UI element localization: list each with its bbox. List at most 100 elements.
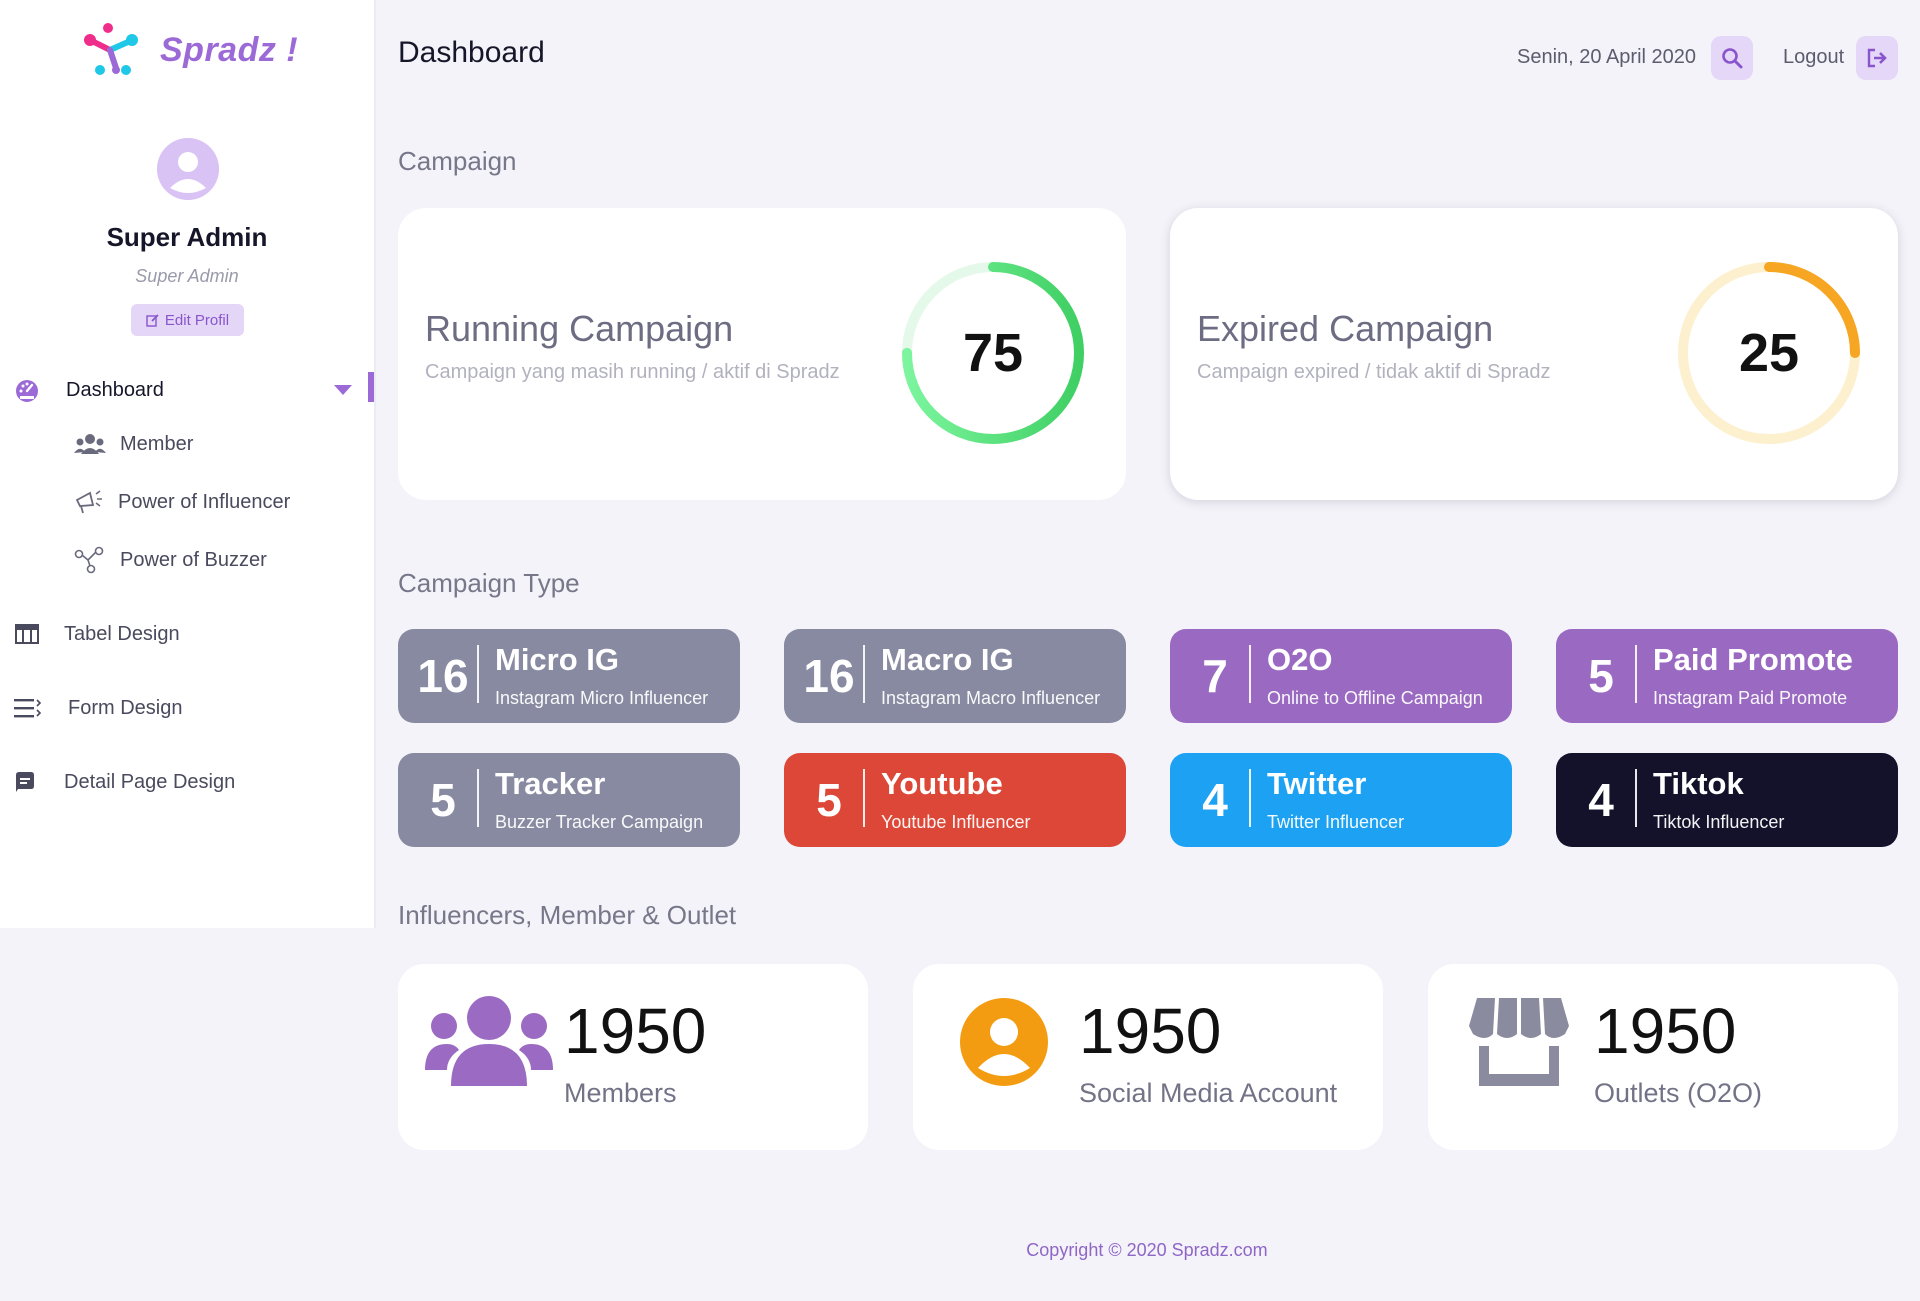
user-icon (157, 138, 219, 200)
campaign-type-description: Instagram Paid Promote (1653, 688, 1848, 708)
sidebar-item-dashboard[interactable]: Dashboard (0, 370, 374, 410)
campaign-type-name: Twitter (1267, 766, 1367, 801)
edit-profile-label: Edit Profil (164, 311, 230, 329)
campaign-type-description: Instagram Micro Influencer (495, 688, 709, 708)
campaign-type-count: 4 (1202, 774, 1228, 826)
expired-campaign-title: Expired Campaign (1197, 308, 1494, 349)
avatar[interactable] (157, 138, 219, 200)
table-icon (14, 623, 40, 645)
user-circle-icon (939, 992, 1069, 1092)
campaign-type-count: 16 (417, 650, 469, 702)
divider (477, 645, 479, 703)
campaign-type-tile[interactable]: 7 O2O Online to Offline Campaign (1170, 629, 1512, 723)
app-name: Spradz ! (160, 30, 299, 69)
current-date: Senin, 20 April 2020 (1517, 46, 1697, 68)
sidebar-item-label: Dashboard (66, 378, 164, 401)
logout-link[interactable]: Logout (1783, 46, 1845, 68)
expired-campaign-value: 25 (1738, 323, 1800, 383)
sidebar-item-power-of-buzzer[interactable]: Power of Buzzer (0, 540, 374, 580)
profile-role: Super Admin (135, 266, 239, 286)
campaign-type-name: Micro IG (495, 642, 620, 677)
campaign-type-count: 4 (1588, 774, 1614, 826)
list-icon (14, 697, 42, 719)
sidebar-item-label: Power of Buzzer (120, 548, 267, 571)
sign-out-icon (1867, 48, 1887, 68)
search-button[interactable] (1711, 36, 1753, 80)
social-media-count: 1950 (1079, 995, 1222, 1067)
sidebar-item-form-design[interactable]: Form Design (0, 688, 374, 728)
users-icon (424, 992, 554, 1092)
sidebar-item-label: Form Design (68, 696, 183, 719)
divider (1635, 645, 1637, 703)
running-campaign-card[interactable]: Running Campaign Campaign yang masih run… (398, 208, 1126, 500)
campaign-type-count: 16 (803, 650, 855, 702)
campaign-type-tile[interactable]: 5 Paid Promote Instagram Paid Promote (1556, 629, 1898, 723)
campaign-type-tile[interactable]: 16 Micro IG Instagram Micro Influencer (398, 629, 740, 723)
footer-copyright: Copyright © 2020 Spradz.com (1026, 1240, 1268, 1260)
chevron-down-icon (334, 385, 352, 395)
campaign-type-count: 5 (430, 774, 456, 826)
campaign-type-name: Tiktok (1653, 766, 1744, 801)
running-campaign-title: Running Campaign (425, 308, 734, 349)
running-campaign-subtitle: Campaign yang masih running / aktif di S… (425, 361, 840, 383)
outlets-count: 1950 (1594, 995, 1737, 1067)
sidebar-item-label: Tabel Design (64, 622, 180, 645)
section-title-stats: Influencers, Member & Outlet (398, 900, 737, 930)
campaign-type-count: 5 (816, 774, 842, 826)
search-icon (1722, 48, 1743, 69)
sidebar-item-label: Member (120, 432, 194, 455)
expired-campaign-card[interactable]: Expired Campaign Campaign expired / tida… (1170, 208, 1898, 500)
outlets-stat-card[interactable]: 1950 Outlets (O2O) (1428, 964, 1898, 1150)
campaign-type-description: Buzzer Tracker Campaign (495, 812, 704, 832)
social-media-stat-card[interactable]: 1950 Social Media Account (913, 964, 1383, 1150)
members-stat-card[interactable]: 1950 Members (398, 964, 868, 1150)
users-icon (74, 432, 106, 456)
campaign-type-count: 7 (1202, 650, 1228, 702)
expired-campaign-subtitle: Campaign expired / tidak aktif di Spradz (1197, 361, 1551, 383)
campaign-type-name: Paid Promote (1653, 642, 1853, 677)
sidebar-item-power-of-influencer[interactable]: Power of Influencer (0, 482, 374, 522)
page-title: Dashboard (398, 36, 545, 69)
campaign-type-name: Macro IG (881, 642, 1014, 677)
campaign-type-description: Tiktok Influencer (1653, 812, 1785, 832)
spradz-logo-icon (84, 23, 138, 75)
members-count: 1950 (564, 995, 707, 1067)
campaign-type-count: 5 (1588, 650, 1614, 702)
campaign-type-tile[interactable]: 4 Twitter Twitter Influencer (1170, 753, 1512, 847)
sidebar-item-label: Power of Influencer (118, 490, 291, 513)
divider (863, 769, 865, 827)
running-campaign-progress-ring (902, 262, 1084, 444)
campaign-type-tile[interactable]: 4 Tiktok Tiktok Influencer (1556, 753, 1898, 847)
campaign-type-name: O2O (1267, 642, 1333, 677)
campaign-type-description: Instagram Macro Influencer (881, 688, 1101, 708)
campaign-type-description: Twitter Influencer (1267, 812, 1405, 832)
megaphone-icon (74, 488, 104, 516)
section-title-campaign: Campaign (398, 146, 517, 176)
running-campaign-value: 75 (962, 323, 1024, 383)
outlets-label: Outlets (O2O) (1594, 1078, 1763, 1108)
edit-icon (146, 314, 159, 327)
campaign-type-description: Online to Offline Campaign (1267, 688, 1483, 708)
sidebar-item-detail-page-design[interactable]: Detail Page Design (0, 762, 374, 802)
section-title-campaign-type: Campaign Type (398, 568, 580, 598)
sidebar-item-tabel-design[interactable]: Tabel Design (0, 614, 374, 654)
divider (477, 769, 479, 827)
gauge-icon (14, 377, 40, 403)
divider (1249, 769, 1251, 827)
share-nodes-icon (74, 546, 104, 574)
expired-campaign-progress-ring (1678, 262, 1860, 444)
edit-profile-button[interactable]: Edit Profil (131, 304, 244, 336)
campaign-type-tile[interactable]: 5 Tracker Buzzer Tracker Campaign (398, 753, 740, 847)
social-media-label: Social Media Account (1079, 1078, 1338, 1108)
logout-button[interactable] (1856, 36, 1898, 80)
store-icon (1454, 992, 1584, 1092)
active-indicator (368, 372, 374, 402)
app-logo[interactable]: Spradz ! (80, 20, 298, 80)
members-label: Members (564, 1078, 677, 1108)
profile-name: Super Admin (106, 222, 268, 252)
campaign-type-tile[interactable]: 5 Youtube Youtube Influencer (784, 753, 1126, 847)
sidebar-item-member[interactable]: Member (0, 424, 374, 464)
divider (863, 645, 865, 703)
campaign-type-tile[interactable]: 16 Macro IG Instagram Macro Influencer (784, 629, 1126, 723)
divider (1635, 769, 1637, 827)
